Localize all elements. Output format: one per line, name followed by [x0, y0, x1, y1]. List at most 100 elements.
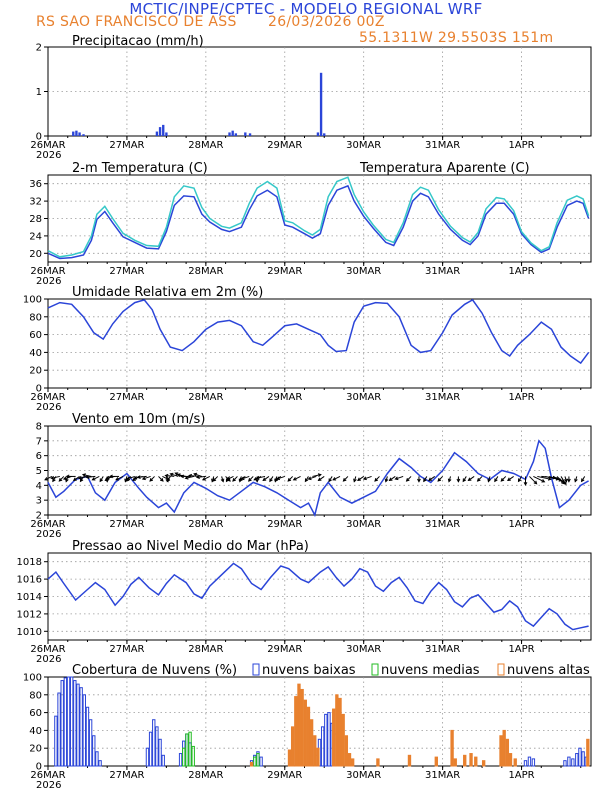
wind-ylabel: 8	[36, 422, 42, 433]
cloud-ylabel: 0	[36, 762, 42, 773]
slp-xlabel: 27MAR	[109, 644, 144, 655]
cloud-legend-label: nuvens baixas	[262, 663, 356, 678]
wind-vector-head	[255, 475, 260, 480]
rh-series-0	[47, 298, 590, 365]
wind-vector	[165, 475, 175, 477]
wind-vector-head	[159, 477, 164, 482]
temp-ylabel: 32	[29, 197, 42, 208]
wind-vector	[468, 476, 475, 481]
cloud-bar-0	[327, 712, 331, 767]
wind-vector-head	[174, 472, 179, 476]
wind-vector-head	[133, 475, 138, 480]
cloud-bar-0	[98, 760, 102, 767]
precip-xlabel: 27MAR	[109, 140, 144, 151]
cloud-bar-0	[178, 753, 183, 767]
wind-vector-head	[507, 477, 511, 482]
header-station: RS SAO FRANCISCO DE ASS	[36, 14, 237, 30]
precip-bar	[248, 133, 252, 136]
wind-vector-head	[62, 476, 67, 481]
cloud-bar-0	[563, 760, 567, 767]
wind-vector	[158, 476, 164, 482]
precip-bar	[231, 130, 234, 136]
wind-vector-head	[50, 475, 55, 480]
cloud-xlabel: 27MAR	[109, 770, 144, 781]
cloud-bar-2	[350, 758, 355, 767]
cloud-bar-2	[290, 726, 295, 767]
cloud-bar-2	[474, 756, 478, 767]
cloud-bar-2	[287, 749, 292, 767]
wind-vector-head	[52, 478, 56, 483]
wind-vector	[226, 475, 234, 481]
wind-vector-head	[104, 477, 109, 482]
wind-vector	[137, 475, 147, 478]
wind-vector	[312, 474, 321, 477]
wind-vector-head	[247, 477, 252, 482]
cloud-bar-2	[347, 753, 352, 767]
wind-vector-head	[201, 477, 206, 481]
cloud-bar-0	[57, 692, 61, 767]
precip-bar	[234, 133, 238, 136]
cloud-bar-2	[434, 756, 438, 767]
cloud-bar-2	[508, 753, 513, 767]
cloud-bar-0	[581, 751, 585, 767]
temp-ylabel: 20	[29, 249, 42, 260]
wind-vector	[406, 476, 412, 482]
wind-vector-head	[581, 478, 585, 483]
rh-title: Umidade Relativa em 2m (%)	[72, 285, 263, 300]
wind-vector	[395, 475, 404, 480]
wind-vector-head	[462, 478, 467, 483]
cloud-bar-0	[73, 680, 77, 767]
rh-ylabel: 100	[23, 295, 42, 306]
cloud-bar-2	[453, 758, 457, 767]
cloud-bar-0	[161, 754, 165, 767]
wind-vector-head	[500, 477, 505, 482]
wind-vector-head	[44, 477, 49, 481]
wind-vector-head	[437, 477, 442, 482]
precip-xlabel: 28MAR	[188, 140, 223, 151]
rh-xlabel: 31MAR	[425, 392, 460, 403]
cloud-bar-0	[82, 694, 86, 767]
slp-xlabel: 1APR	[508, 644, 534, 655]
wind-vector-head	[220, 478, 225, 483]
cloud-legend-box	[371, 663, 379, 676]
rh-ylabel: 80	[29, 312, 42, 323]
cloud-ylabel: 100	[23, 673, 42, 684]
wind-xlabel: 1APR	[508, 519, 534, 530]
header-coords: 55.1311W 29.5503S 151m	[359, 30, 553, 46]
cloud-bar-2	[499, 735, 503, 767]
cloud-bar-2	[332, 708, 336, 767]
temp-xlabel: 27MAR	[109, 266, 144, 277]
slp-ylabel: 1010	[17, 627, 42, 638]
wind-vector-head	[99, 478, 104, 483]
wind-panel: 26MAR 27MAR 28MAR 29MAR 30MAR 31MAR 1APR 2026 2 3…	[30, 412, 592, 540]
wind-vector-head	[342, 477, 347, 482]
cloud-bar-2	[505, 738, 510, 767]
precip-xlabel: 29MAR	[267, 140, 302, 151]
wind-vector	[262, 476, 270, 481]
wind-vector-head	[58, 477, 63, 482]
wind-vector-head	[317, 477, 322, 482]
wind-vector-head	[388, 477, 393, 482]
temp-series-0	[47, 184, 590, 260]
cloud-bar-0	[155, 726, 159, 767]
wind-vector	[556, 476, 565, 485]
wind-vector	[363, 475, 372, 480]
wind-vector	[308, 475, 317, 480]
wind-vector-head	[307, 476, 312, 481]
cloud-bar-2	[407, 754, 412, 767]
cloud-legend-box	[497, 663, 505, 676]
cloud-bar-2	[316, 747, 320, 767]
precip-title: Precipitacao (mm/h)	[72, 34, 204, 49]
wind-ylabel: 5	[36, 466, 42, 477]
wind-vector	[189, 475, 199, 477]
rh-xlabel: 26MAR	[30, 392, 65, 403]
wind-vector-head	[287, 477, 292, 482]
cloud-bar-2	[303, 699, 307, 767]
rh-ylabel: 60	[29, 330, 42, 341]
wind-vector-head	[374, 477, 379, 482]
wind-vector-head	[275, 476, 281, 481]
wind-vector-head	[72, 477, 77, 482]
precip-xlabel: 26MAR	[30, 140, 65, 151]
cloud-bar-2	[313, 735, 317, 767]
cloud-bar-0	[578, 747, 582, 767]
